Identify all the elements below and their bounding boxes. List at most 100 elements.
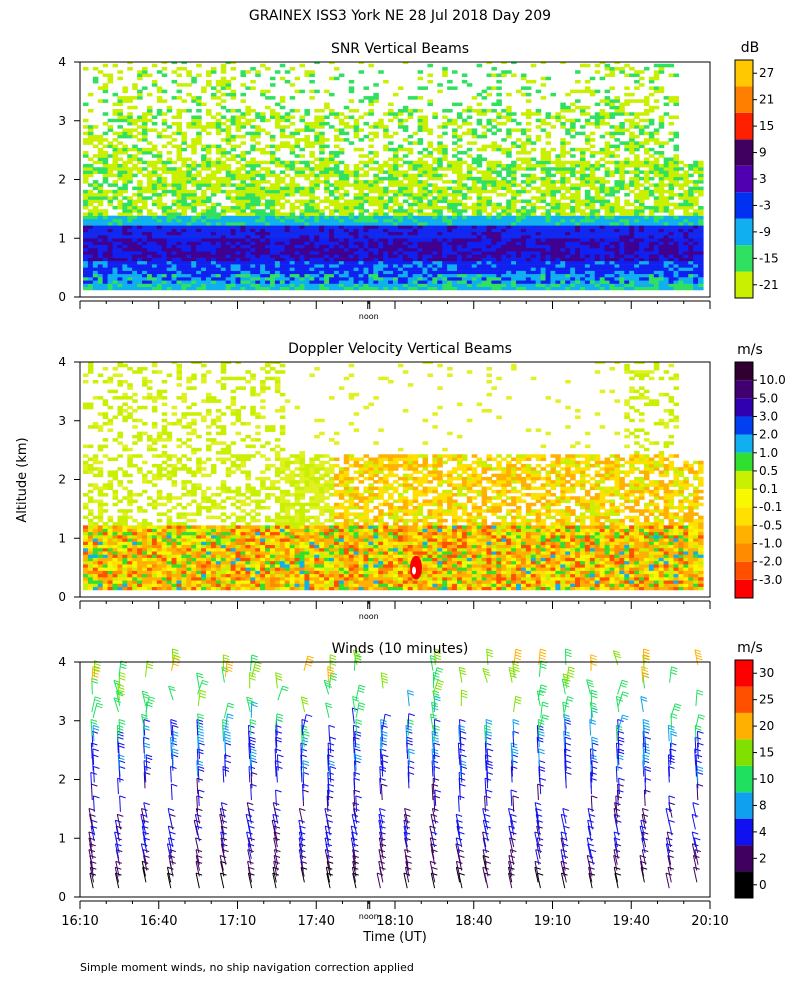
heatmap-cell (206, 167, 212, 171)
heatmap-cell (501, 151, 507, 155)
heatmap-cell (304, 247, 310, 252)
heatmap-cell (353, 205, 360, 210)
heatmap-cell (461, 205, 468, 210)
heatmap-cell (422, 118, 429, 123)
heatmap-cell (358, 115, 365, 119)
heatmap-cell (289, 205, 296, 210)
heatmap-cell (407, 160, 414, 165)
heatmap-cell (437, 277, 443, 281)
heatmap-cell (575, 202, 581, 207)
heatmap-cell (476, 199, 483, 204)
heatmap-cell (260, 167, 266, 171)
heatmap-cell (329, 125, 335, 129)
heatmap-cell (132, 241, 138, 246)
heatmap-cell (407, 205, 414, 210)
heatmap-cell (427, 170, 433, 174)
heatmap-cell (304, 199, 310, 204)
heatmap-cell (358, 283, 365, 288)
heatmap-cell (255, 183, 261, 187)
heatmap-cell (599, 280, 606, 284)
heatmap-cell (191, 267, 197, 271)
heatmap-cell (343, 273, 350, 278)
heatmap-cell (609, 112, 616, 116)
heatmap-cell (594, 189, 601, 194)
heatmap-cell (324, 167, 330, 171)
heatmap-cell (486, 212, 493, 216)
heatmap-cell (289, 270, 296, 275)
heatmap-cell (127, 251, 133, 255)
heatmap-cell (407, 222, 414, 226)
heatmap-cell (122, 235, 128, 239)
heatmap-cell (112, 238, 119, 242)
heatmap-cell (274, 189, 281, 194)
heatmap-cell (619, 254, 625, 258)
heatmap-cell (373, 277, 379, 281)
heatmap-cell (525, 244, 532, 249)
heatmap-cell (466, 176, 473, 181)
heatmap-cell (314, 270, 320, 275)
heatmap-cell (402, 264, 409, 268)
heatmap-cell (215, 270, 222, 275)
heatmap-cell (496, 235, 502, 239)
heatmap-cell (151, 170, 158, 174)
heatmap-cell (260, 63, 266, 68)
heatmap-cell (501, 70, 507, 74)
heatmap-cell (343, 212, 350, 216)
heatmap-cell (447, 86, 453, 90)
heatmap-cell (348, 267, 355, 271)
heatmap-cell (181, 244, 187, 249)
heatmap-cell (230, 238, 237, 242)
heatmap-cell (225, 286, 232, 291)
heatmap-cell (117, 205, 123, 210)
heatmap-cell (456, 193, 463, 197)
heatmap-cell (201, 267, 207, 271)
heatmap-cell (348, 183, 355, 187)
heatmap-cell (260, 254, 266, 258)
heatmap-cell (304, 73, 310, 77)
heatmap-cell (550, 199, 556, 204)
heatmap-cell (230, 96, 237, 100)
heatmap-cell (496, 270, 502, 275)
heatmap-cell (378, 167, 384, 171)
heatmap-cell (137, 212, 143, 216)
heatmap-cell (156, 264, 163, 268)
heatmap-cell (240, 202, 246, 207)
heatmap-cell (604, 180, 611, 184)
heatmap-cell (412, 160, 419, 165)
heatmap-cell (368, 260, 374, 265)
heatmap-cell (422, 277, 429, 281)
heatmap-cell (255, 186, 261, 191)
heatmap-cell (422, 125, 429, 129)
heatmap-cell (442, 73, 448, 77)
heatmap-cell (279, 280, 286, 284)
heatmap-cell (609, 144, 616, 149)
heatmap-cell (525, 273, 532, 278)
heatmap-cell (388, 183, 394, 187)
heatmap-cell (333, 264, 340, 268)
heatmap-cell (353, 235, 360, 239)
heatmap-cell (191, 180, 197, 184)
heatmap-cell (83, 238, 89, 242)
heatmap-cell (619, 283, 625, 288)
heatmap-cell (447, 247, 453, 252)
heatmap-cell (191, 270, 197, 275)
heatmap-cell (324, 260, 330, 265)
heatmap-cell (230, 76, 237, 81)
heatmap-cell (137, 247, 143, 252)
heatmap-cell (471, 238, 478, 242)
heatmap-cell (304, 267, 310, 271)
heatmap-cell (92, 280, 99, 284)
heatmap-cell (240, 231, 246, 236)
heatmap-cell (619, 264, 625, 268)
heatmap-cell (570, 186, 576, 191)
heatmap-cell (496, 186, 502, 191)
heatmap-cell (560, 170, 566, 174)
heatmap-cell (555, 199, 561, 204)
heatmap-cell (220, 283, 227, 288)
heatmap-cell (584, 86, 591, 90)
heatmap-cell (304, 235, 310, 239)
heatmap-cell (255, 125, 261, 129)
heatmap-cell (333, 112, 340, 116)
heatmap-cell (609, 222, 616, 226)
heatmap-cell (442, 280, 448, 284)
